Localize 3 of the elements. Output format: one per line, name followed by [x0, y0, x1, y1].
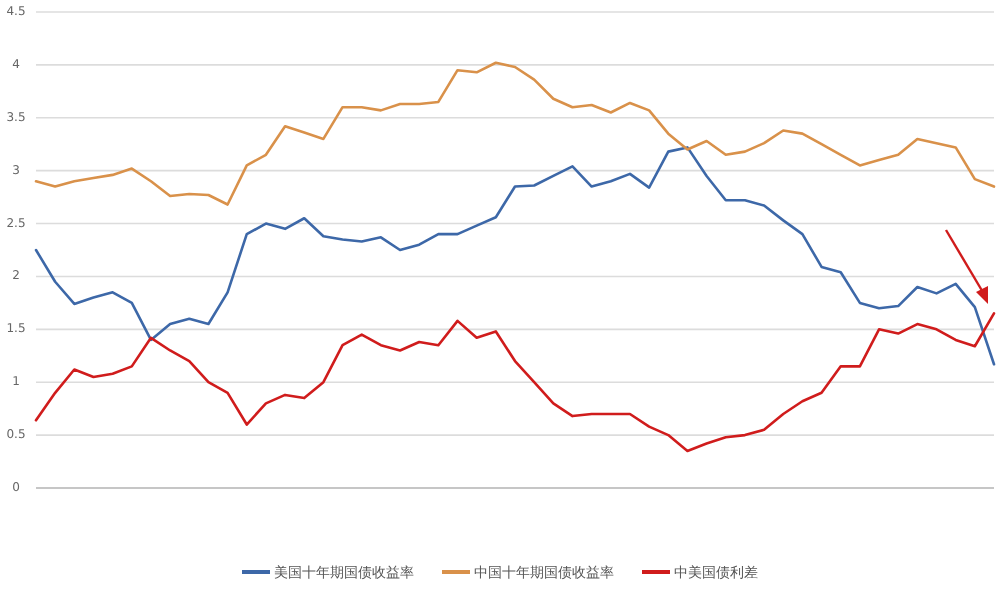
- line-series: [34, 146, 996, 366]
- line-series: [34, 61, 996, 206]
- line-series: [34, 312, 996, 453]
